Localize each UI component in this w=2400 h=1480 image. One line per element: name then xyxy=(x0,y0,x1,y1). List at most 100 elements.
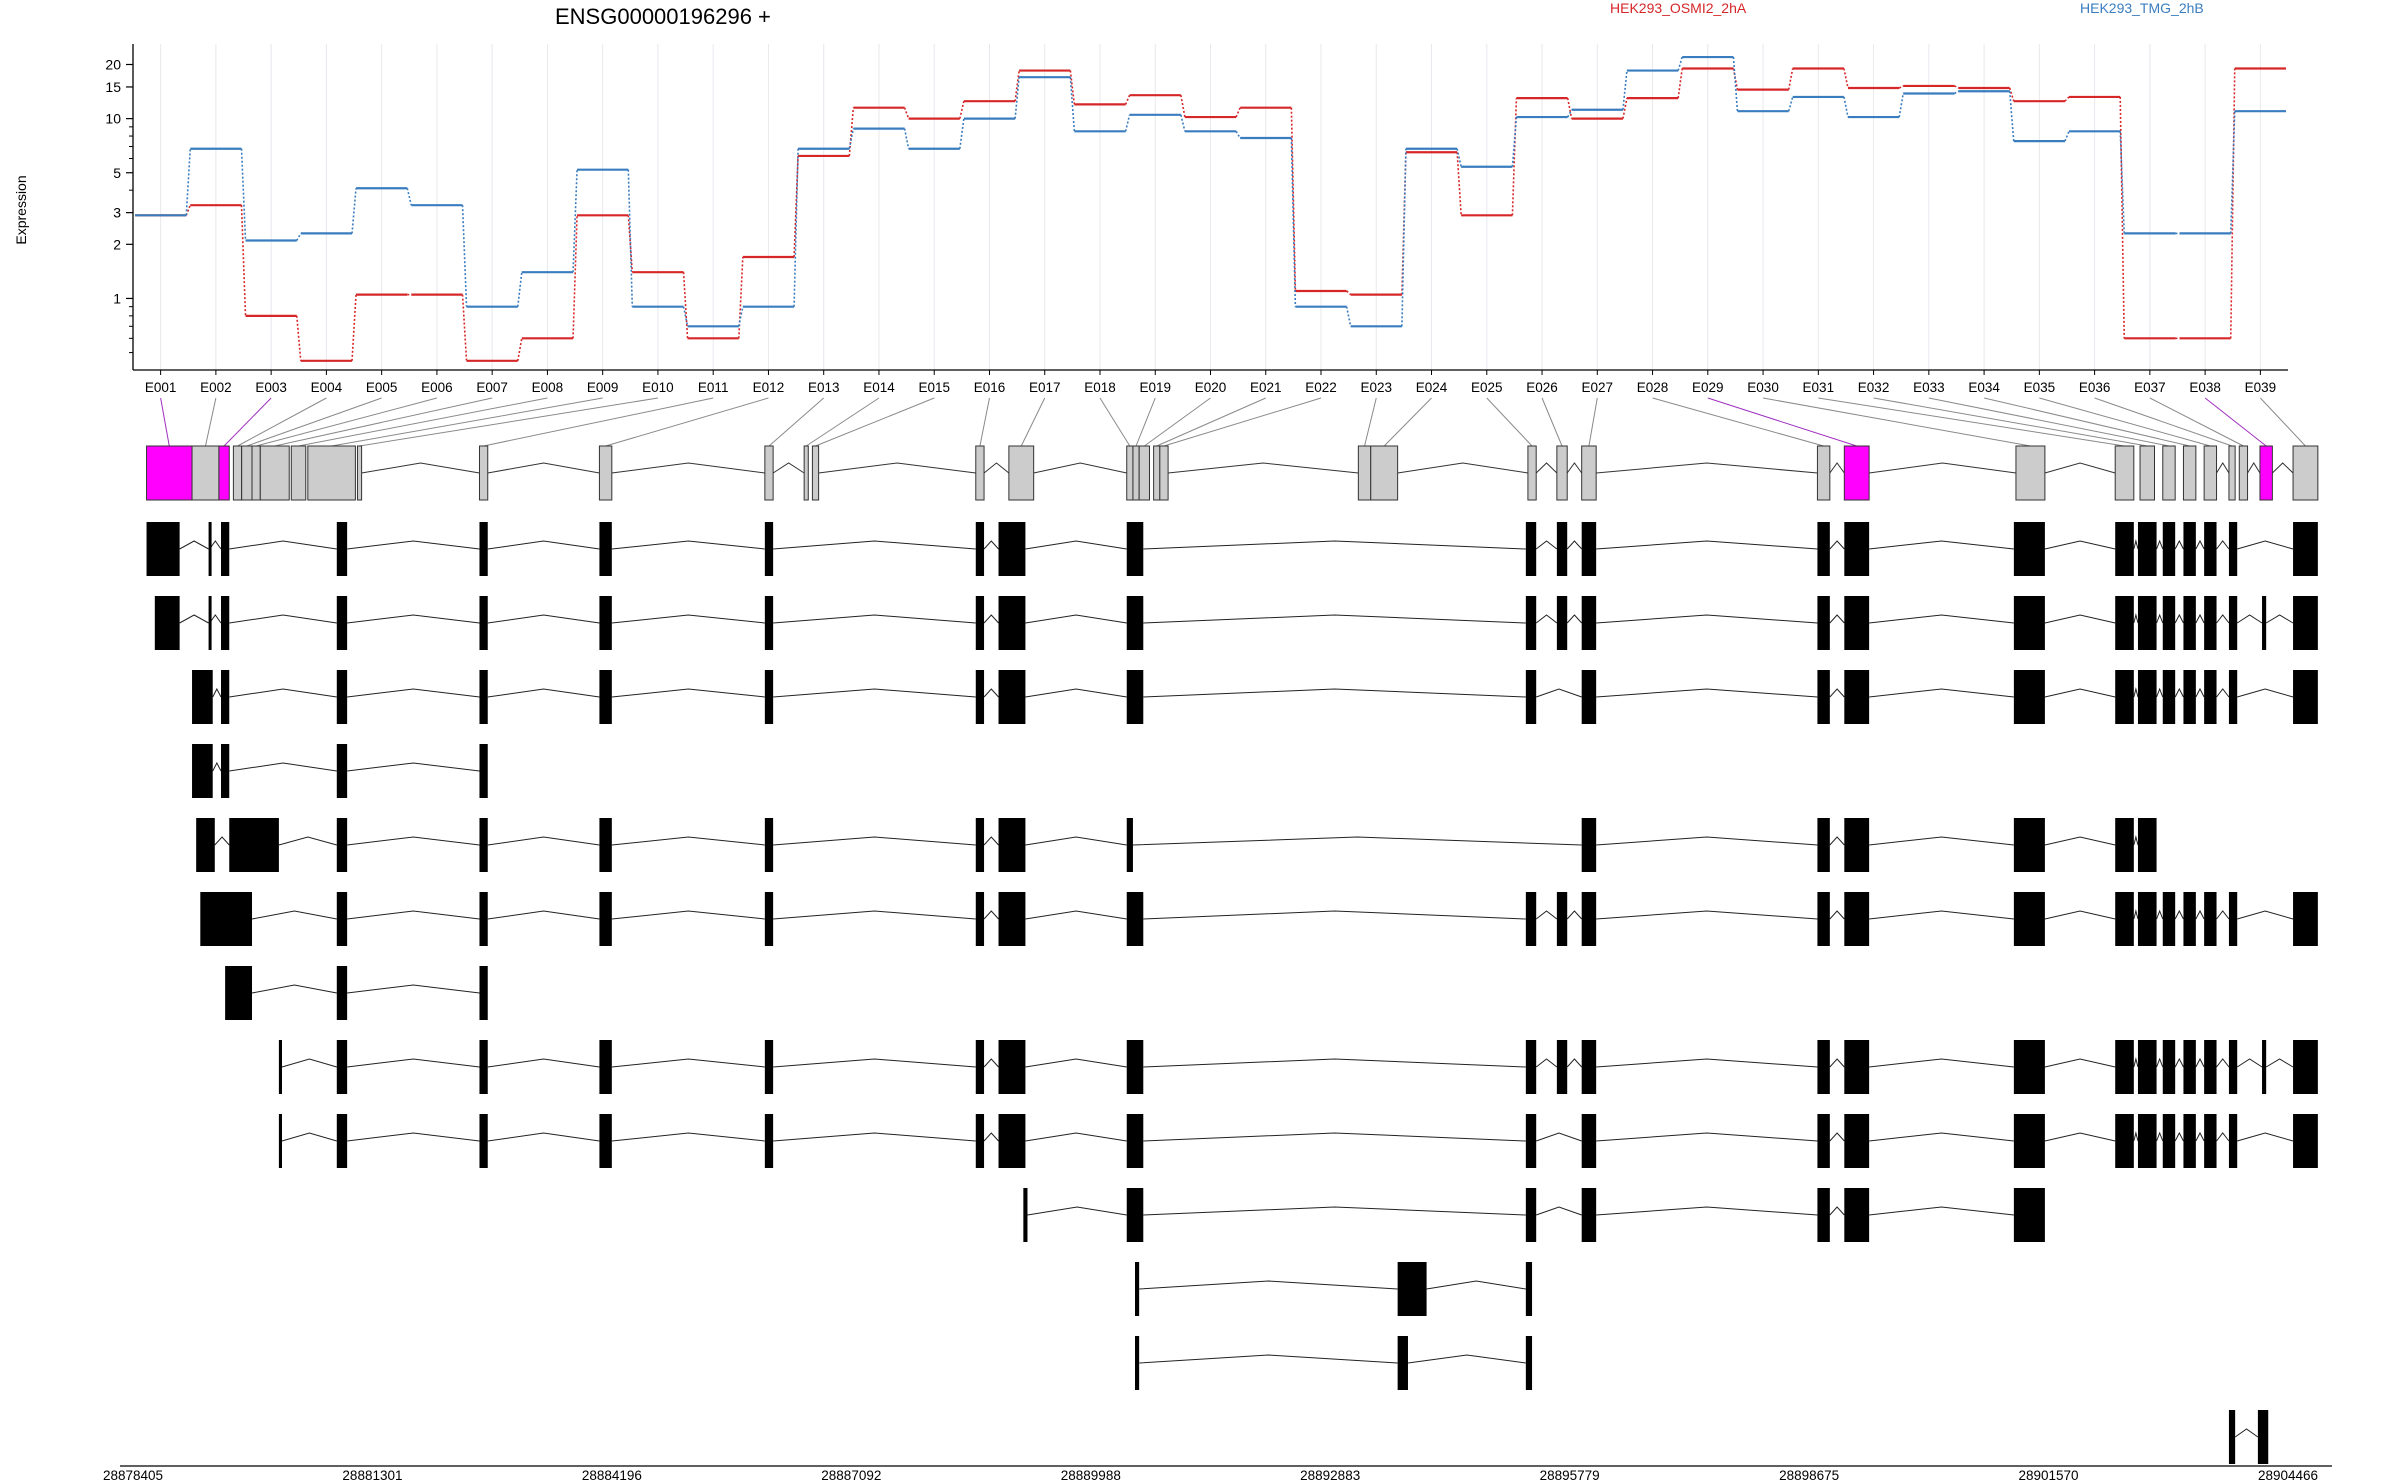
series-step xyxy=(2064,131,2070,142)
exon-label: E016 xyxy=(974,380,1006,395)
transcript-intron xyxy=(2044,1132,2116,1142)
transcript-intron xyxy=(773,836,976,846)
series-step xyxy=(1401,148,1407,327)
transcript-intron xyxy=(2133,1058,2139,1068)
transcript-exon xyxy=(1844,596,1870,650)
transcript-exon xyxy=(1844,1114,1870,1168)
transcript-intron xyxy=(347,984,480,994)
series-step xyxy=(406,188,413,206)
exon-connector xyxy=(298,397,548,447)
transcript-intron xyxy=(2044,540,2116,550)
exon-connector xyxy=(1383,397,1432,447)
transcript-tracks xyxy=(146,522,2318,1464)
series-step xyxy=(2229,111,2236,234)
transcript-exon xyxy=(479,522,488,576)
exon-bin xyxy=(1008,445,1035,501)
transcript-intron xyxy=(214,836,230,846)
transcript-intron xyxy=(1143,910,1526,920)
transcript-exon xyxy=(2183,892,2196,946)
transcript-exon xyxy=(2115,818,2134,872)
transcript-exon xyxy=(998,670,1026,724)
transcript-exon xyxy=(764,818,774,872)
transcript-exon xyxy=(1817,1188,1830,1242)
transcript-exon xyxy=(220,744,230,798)
exon-label: E018 xyxy=(1084,380,1116,395)
exon-label: E037 xyxy=(2134,380,2166,395)
exon-label: E003 xyxy=(255,380,287,395)
transcript-intron xyxy=(487,910,600,920)
transcript-exon xyxy=(2183,1040,2196,1094)
exon-connector xyxy=(1156,397,1266,447)
transcript-exon xyxy=(1126,670,1144,724)
y-tick-label: 20 xyxy=(105,56,121,72)
bin-intron xyxy=(1829,462,1845,474)
transcript-exon xyxy=(225,966,253,1020)
transcript-exon xyxy=(1126,596,1144,650)
transcript-exon xyxy=(2228,1410,2236,1464)
series-step xyxy=(1180,95,1186,118)
transcript-intron xyxy=(2156,1131,2164,1142)
transcript-intron xyxy=(1869,1058,2014,1068)
exon-label: E019 xyxy=(1139,380,1171,395)
exon-connector xyxy=(1983,397,2190,447)
exon-bin xyxy=(1138,445,1150,501)
transcript-exon xyxy=(2137,522,2157,576)
transcript-exon xyxy=(1126,1188,1144,1242)
transcript-intron xyxy=(229,614,337,624)
transcript-exon xyxy=(336,596,348,650)
exon-connector xyxy=(2149,397,2244,447)
exon-bin xyxy=(146,445,193,501)
transcript-exon xyxy=(2293,1114,2318,1168)
bin-intron xyxy=(361,462,480,474)
transcript-exon xyxy=(2183,670,2196,724)
transcript-exon xyxy=(154,596,180,650)
exon-bin xyxy=(251,445,261,501)
transcript-exon xyxy=(2162,892,2176,946)
exon-connector xyxy=(1020,397,1046,447)
transcript-intron xyxy=(1596,1058,1818,1068)
transcript-row xyxy=(1023,1188,2045,1242)
transcript-intron xyxy=(1596,1132,1818,1142)
exon-bin xyxy=(307,445,356,501)
coord-tick-label: 28904466 xyxy=(2258,1468,2318,1480)
transcript-intron xyxy=(2044,1058,2116,1068)
exon-bin xyxy=(1581,445,1597,501)
transcript-exon xyxy=(1817,818,1830,872)
y-tick-label: 1 xyxy=(113,290,121,306)
transcript-exon xyxy=(479,744,488,798)
exon-bin xyxy=(2182,445,2197,501)
coord-tick-label: 28889988 xyxy=(1061,1468,1121,1480)
transcript-exon xyxy=(1817,1114,1830,1168)
exon-connector xyxy=(1144,397,1211,447)
exon-label: E035 xyxy=(2024,380,2056,395)
transcript-exon xyxy=(599,1040,612,1094)
transcript-exon xyxy=(220,522,230,576)
transcript-intron xyxy=(1566,614,1583,624)
transcript-intron xyxy=(1535,1058,1558,1068)
transcript-intron xyxy=(1869,1132,2014,1142)
series-step xyxy=(1511,98,1518,216)
transcript-exon xyxy=(2013,1040,2045,1094)
series-step xyxy=(1235,107,1241,118)
transcript-intron xyxy=(773,614,976,624)
transcript-exon xyxy=(1581,1114,1597,1168)
transcript-exon xyxy=(208,596,212,650)
exon-bin xyxy=(1126,445,1134,501)
series-step xyxy=(1014,70,1020,102)
transcript-intron xyxy=(1025,1132,1127,1142)
series-step xyxy=(627,169,634,307)
transcript-row xyxy=(278,1114,2318,1168)
transcript-intron xyxy=(1025,1058,1127,1068)
exon-connector xyxy=(237,397,327,447)
transcript-exon xyxy=(479,670,488,724)
transcript-row xyxy=(200,892,2318,946)
series-step xyxy=(959,101,965,119)
exon-connector xyxy=(274,397,493,447)
y-tick-label: 15 xyxy=(105,79,121,95)
transcript-intron xyxy=(1535,540,1558,550)
transcript-row xyxy=(196,818,2157,872)
transcript-exon xyxy=(278,1040,282,1094)
transcript-exon xyxy=(2162,670,2176,724)
exon-connector xyxy=(246,397,382,447)
transcript-exon xyxy=(1126,522,1144,576)
